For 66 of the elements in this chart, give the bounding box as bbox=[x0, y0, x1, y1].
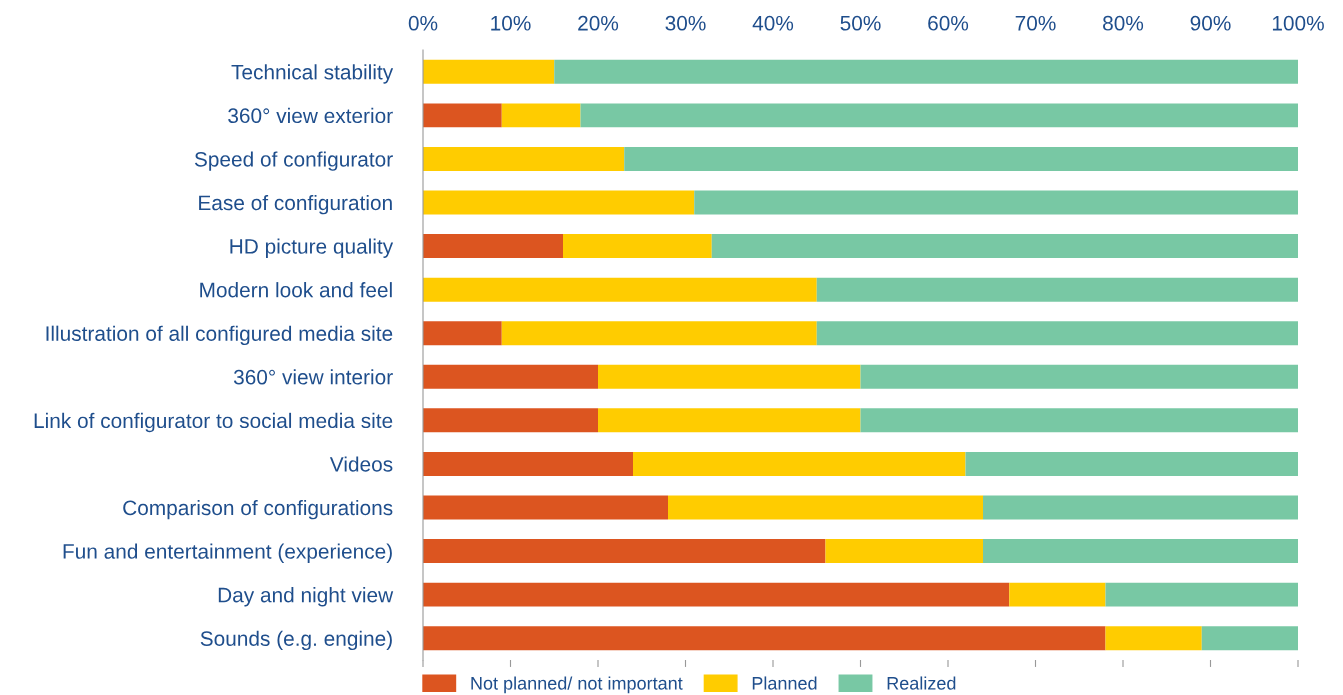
y-tick-label: Fun and entertainment (experience) bbox=[63, 543, 392, 563]
bar bbox=[983, 495, 1298, 520]
bar bbox=[1105, 582, 1298, 607]
x-tick-label: 10% bbox=[491, 15, 531, 31]
bar bbox=[423, 321, 502, 346]
bar bbox=[983, 539, 1298, 564]
bar bbox=[423, 146, 625, 171]
bar bbox=[423, 495, 668, 520]
bar bbox=[423, 190, 695, 215]
y-tick-label: Illustration of all configured media site bbox=[46, 325, 393, 346]
bar bbox=[1201, 626, 1298, 651]
bar bbox=[816, 277, 1298, 302]
x-tick-label: 50% bbox=[840, 15, 881, 31]
bar bbox=[1009, 582, 1106, 607]
x-tick-label: 100% bbox=[1272, 15, 1324, 31]
bar bbox=[860, 364, 1298, 389]
y-tick-label: Day and night view bbox=[218, 587, 394, 607]
legend-label: Realized bbox=[887, 676, 956, 690]
bar bbox=[694, 190, 1298, 215]
bar bbox=[501, 103, 581, 128]
x-tick-label: 30% bbox=[665, 15, 706, 31]
x-tick-label: 0% bbox=[408, 15, 438, 31]
x-tick-label: 20% bbox=[578, 15, 619, 31]
x-tick-label: 90% bbox=[1190, 15, 1231, 31]
x-tick-label: 70% bbox=[1015, 15, 1056, 31]
bar bbox=[423, 277, 817, 302]
bar bbox=[423, 59, 555, 84]
legend-label: Not planned/ not important bbox=[471, 676, 683, 694]
legend-label: Planned bbox=[752, 676, 817, 690]
bar bbox=[423, 103, 502, 128]
bar bbox=[668, 495, 983, 520]
bar bbox=[598, 364, 861, 389]
y-tick-label: Ease of configuration bbox=[199, 194, 392, 215]
bar bbox=[825, 539, 983, 564]
bar bbox=[423, 451, 633, 476]
y-tick-label: Sounds (e.g. engine) bbox=[200, 630, 392, 651]
y-tick-label: 360° view exterior bbox=[228, 107, 393, 124]
bar bbox=[423, 408, 598, 433]
bar bbox=[563, 234, 712, 259]
bar bbox=[624, 146, 1298, 171]
y-tick-label: Link of configurator to social media site bbox=[34, 412, 393, 433]
y-tick-label: Videos bbox=[329, 456, 393, 472]
bar bbox=[554, 59, 1298, 84]
bar bbox=[580, 103, 1298, 128]
bar bbox=[860, 408, 1298, 433]
bar bbox=[423, 234, 563, 259]
y-tick-label: Modern look and feel bbox=[200, 282, 392, 298]
bar bbox=[965, 451, 1298, 476]
y-tick-label: Comparison of configurations bbox=[123, 499, 393, 520]
bar bbox=[711, 234, 1298, 259]
bar bbox=[598, 408, 861, 433]
x-tick-label: 40% bbox=[752, 15, 794, 31]
bar bbox=[1105, 626, 1202, 651]
x-tick-label: 60% bbox=[928, 15, 969, 31]
bar bbox=[633, 451, 966, 476]
bar bbox=[423, 582, 1010, 607]
y-tick-label: Speed of configurator bbox=[194, 151, 393, 171]
y-tick-label: 360° view interior bbox=[233, 369, 393, 385]
x-tick-label: 80% bbox=[1103, 15, 1144, 31]
bar bbox=[423, 364, 598, 389]
bar bbox=[423, 626, 1106, 651]
bar bbox=[423, 539, 826, 564]
bar bbox=[816, 321, 1298, 346]
y-tick-label: HD picture quality bbox=[230, 238, 394, 258]
bar bbox=[501, 321, 817, 346]
y-tick-label: Technical stability bbox=[231, 64, 394, 84]
